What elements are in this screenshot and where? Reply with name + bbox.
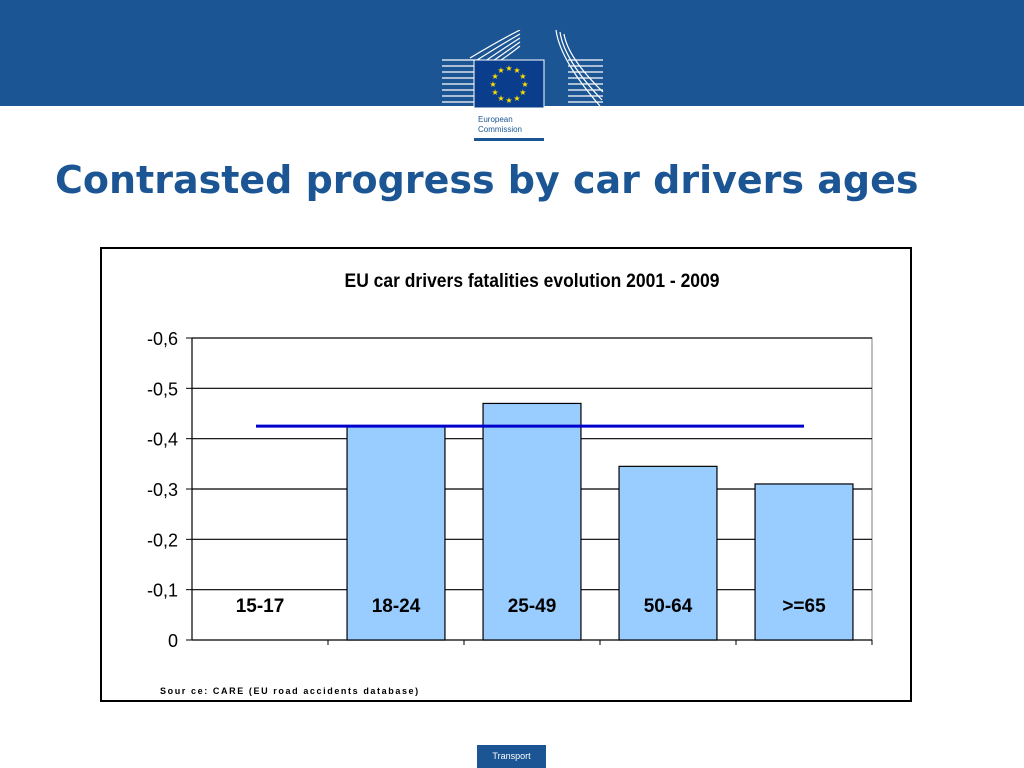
bar-category-label: 18-24 xyxy=(372,596,421,617)
eu-star-icon: ★ xyxy=(513,66,520,75)
source-note: Sour ce: CARE (EU road accidents databas… xyxy=(160,686,420,696)
bar-65 xyxy=(754,483,854,641)
bar-chart: EU car drivers fatalities evolution 2001… xyxy=(147,269,873,696)
bar-5064 xyxy=(618,465,718,641)
svg-text:Commission: Commission xyxy=(478,125,522,134)
chart-frame: EU car drivers fatalities evolution 2001… xyxy=(100,247,912,702)
slide-title: Contrasted progress by car drivers ages xyxy=(55,158,919,202)
building-lines-icon xyxy=(442,30,604,107)
eu-star-icon: ★ xyxy=(519,72,526,81)
y-tick-label: -0,5 xyxy=(147,379,178,399)
eu-star-icon: ★ xyxy=(497,94,504,103)
eu-star-icon: ★ xyxy=(492,88,499,97)
eu-star-icon: ★ xyxy=(497,66,504,75)
eu-star-icon: ★ xyxy=(505,64,512,73)
eu-star-icon: ★ xyxy=(521,80,528,89)
eu-stars-icon: ★ ★★★★★★★★★★★ xyxy=(489,64,528,105)
bar-category-label: 25-49 xyxy=(508,596,557,617)
bar-category-label: 15-17 xyxy=(236,596,285,617)
eu-star-icon: ★ xyxy=(505,96,512,105)
eu-star-icon: ★ xyxy=(519,88,526,97)
y-tick-label: -0,2 xyxy=(147,530,178,550)
y-tick-label: -0,6 xyxy=(147,329,178,349)
eu-star-icon: ★ xyxy=(489,80,496,89)
eu-star-icon: ★ xyxy=(492,72,499,81)
y-tick-label: -0,4 xyxy=(147,430,178,450)
bar-category-label: >=65 xyxy=(782,596,826,617)
bar-1824 xyxy=(346,425,446,641)
bar-2549 xyxy=(482,402,582,641)
eu-star-icon: ★ xyxy=(513,94,520,103)
y-tick-label: 0 xyxy=(168,631,178,651)
footer-tab-transport[interactable]: Transport xyxy=(477,745,546,768)
bar-category-label: 50-64 xyxy=(644,596,693,617)
y-tick-label: -0,1 xyxy=(147,581,178,601)
chart-title: EU car drivers fatalities evolution 2001… xyxy=(345,269,720,291)
svg-text:European: European xyxy=(478,115,513,124)
european-commission-logo: ★ ★★★★★★★★★★★ European Commission xyxy=(442,30,604,142)
y-tick-label: -0,3 xyxy=(147,480,178,500)
